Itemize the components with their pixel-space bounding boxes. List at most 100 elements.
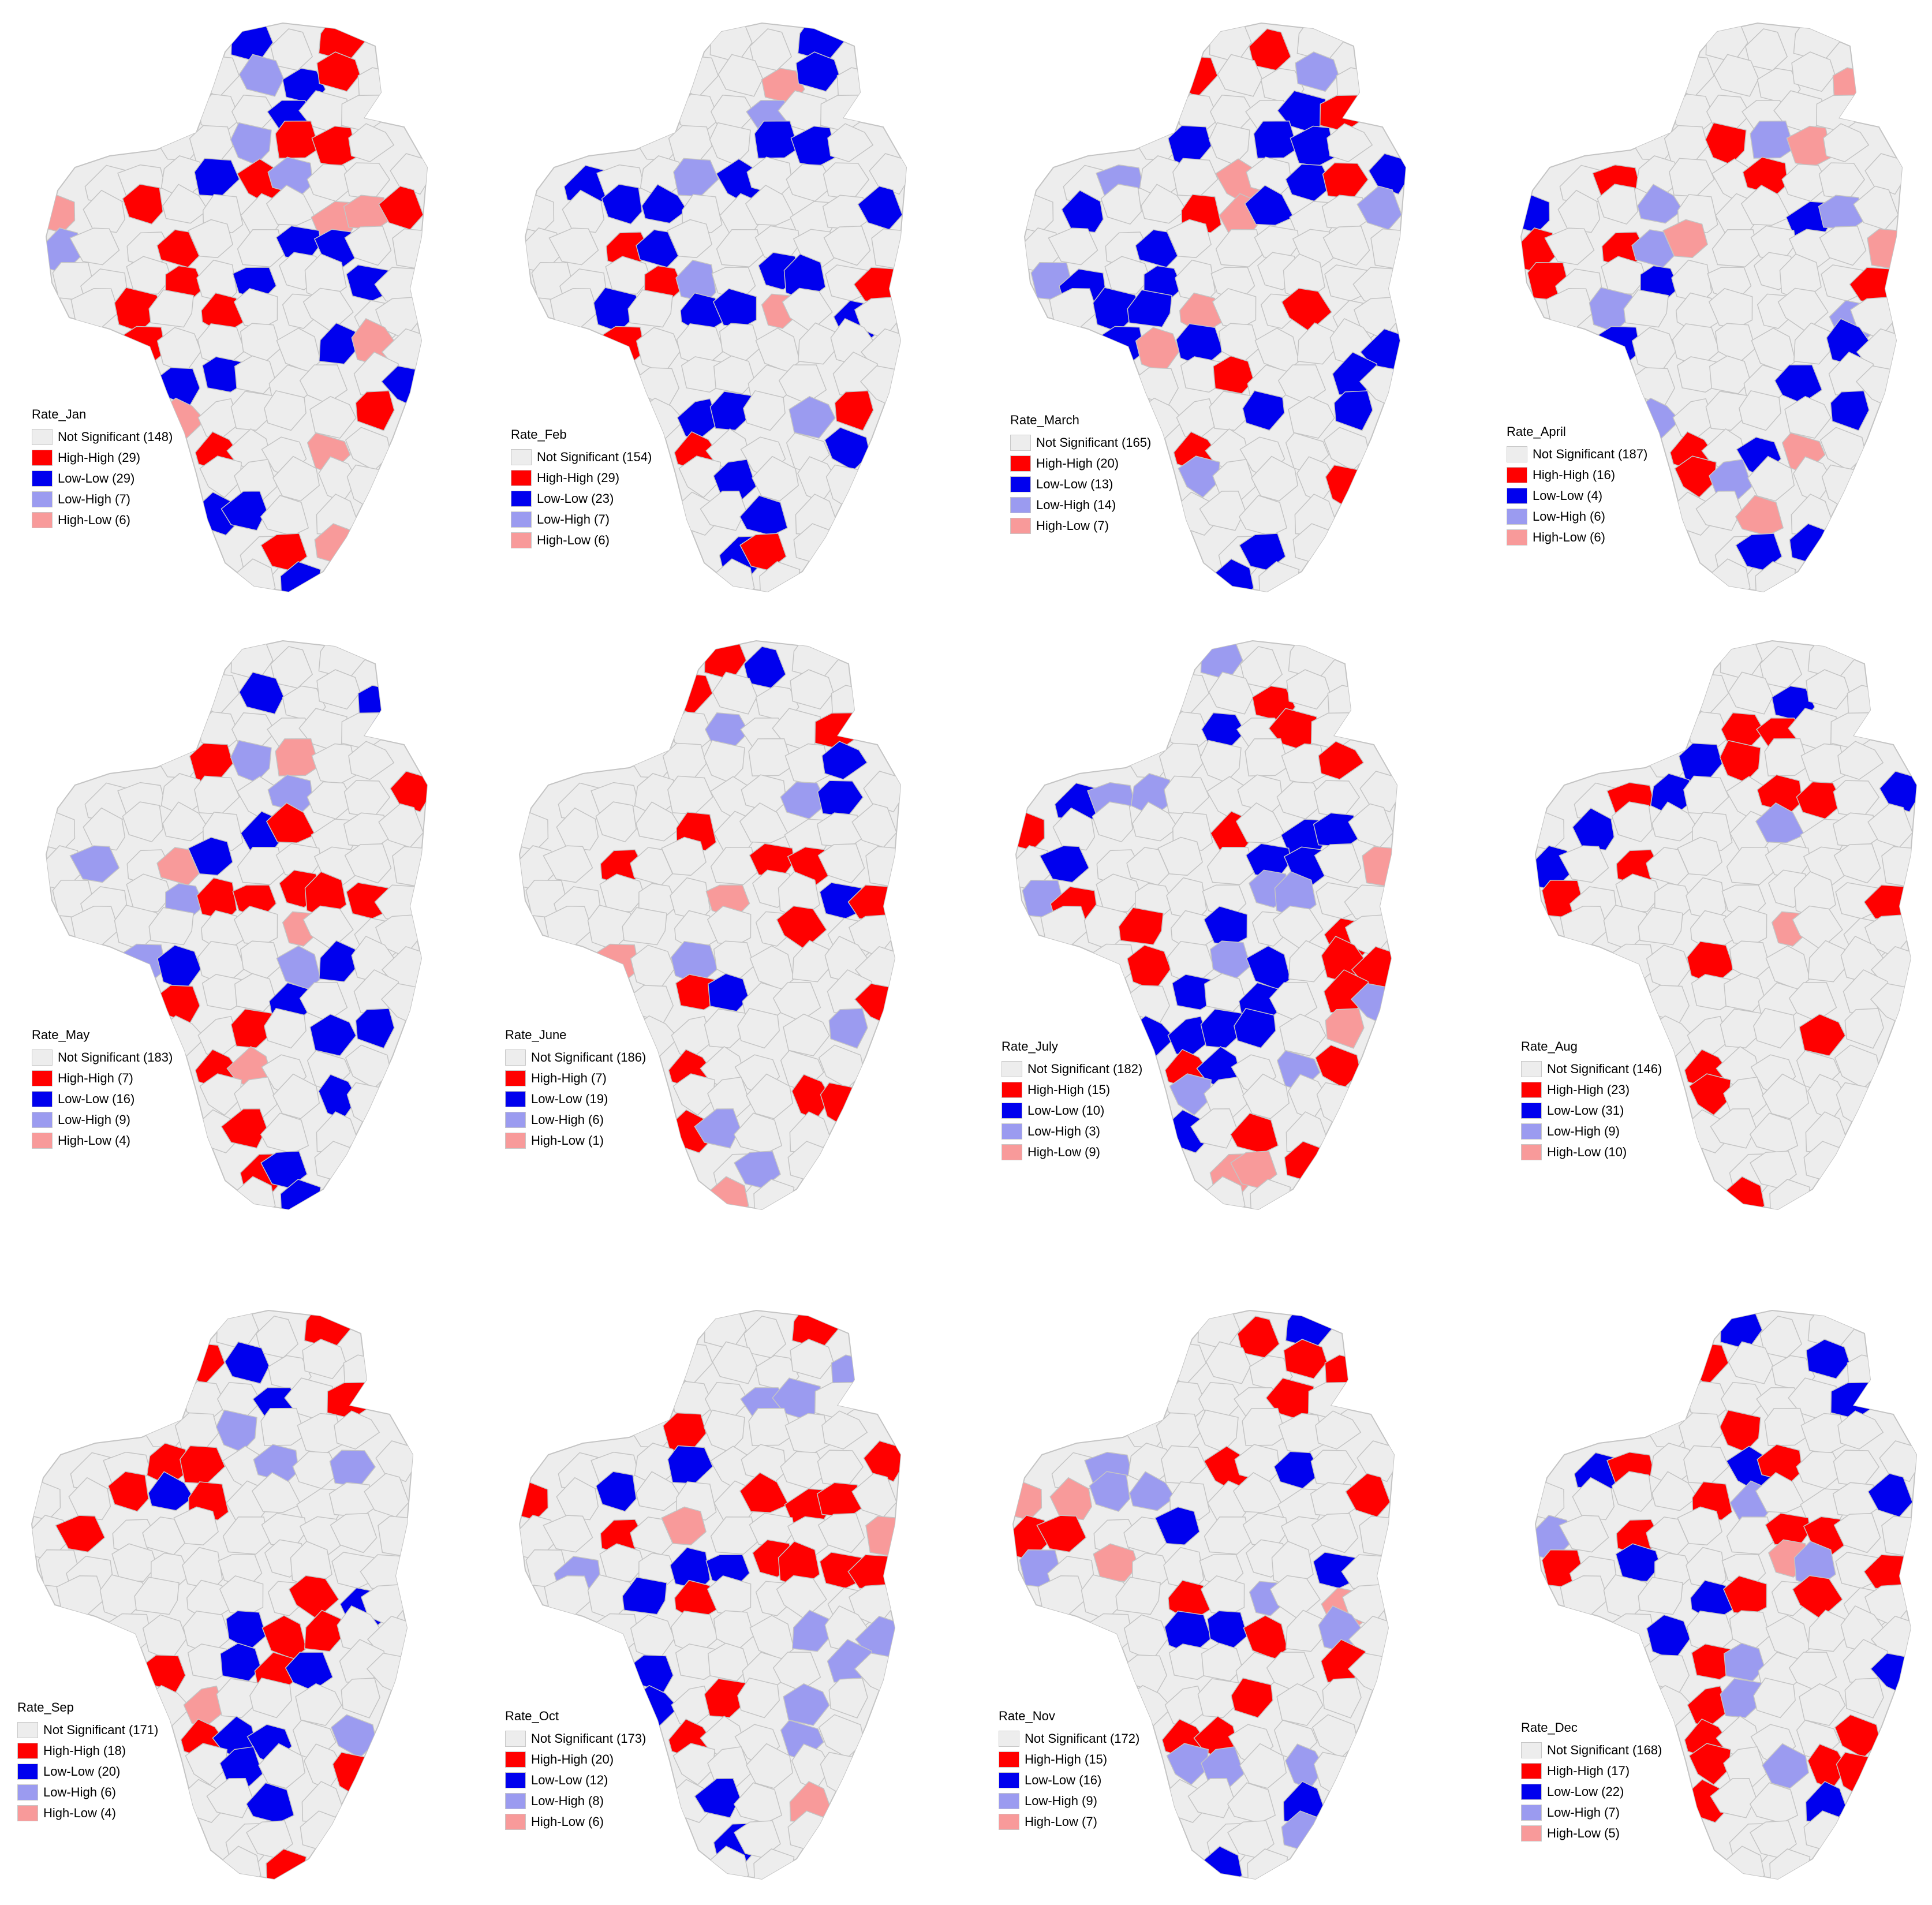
district-low-low [1154, 1506, 1200, 1546]
legend-item-high-low: High-Low (6) [32, 510, 173, 531]
map-panel-rate-april: Rate_April Not Significant (187) High-High… [1498, 17, 1932, 618]
district-not-significant [1311, 1512, 1359, 1553]
district-not-significant [1833, 843, 1881, 884]
legend-swatch [1521, 1144, 1542, 1160]
district-low-low [188, 836, 233, 876]
district-not-significant [1728, 1341, 1774, 1384]
district-not-significant [1235, 802, 1286, 843]
district-not-significant [1739, 390, 1781, 431]
map-panel-rate-jan: Rate_Jan Not Significant (148) High-High (… [23, 17, 485, 618]
legend-label: High-Low (6) [1533, 530, 1605, 544]
district-not-significant [672, 1073, 715, 1116]
district-not-significant [1157, 836, 1203, 876]
district-not-significant [743, 390, 786, 431]
map-legend: Rate_April Not Significant (187) High-High… [1507, 424, 1647, 548]
district-low-low [1253, 120, 1298, 159]
legend-title: Rate_Sep [17, 1700, 74, 1714]
legend-swatch [511, 449, 532, 465]
cluster-map [1023, 22, 1407, 593]
legend-label: Not Significant (173) [531, 1731, 647, 1746]
district-not-significant [1052, 807, 1096, 851]
district-not-significant [1881, 846, 1916, 888]
legend-swatch [1010, 497, 1031, 513]
legend-swatch [511, 491, 532, 507]
district-high-high [1688, 1073, 1731, 1116]
legend-item-high-high: High-High (17) [1521, 1761, 1662, 1781]
district-not-significant [83, 189, 126, 233]
district-high-high [1799, 1013, 1846, 1056]
legend-swatch [1521, 1763, 1542, 1779]
district-high-high [266, 802, 316, 843]
district-not-significant [1755, 561, 1796, 592]
legend-item-not-significant: Not Significant (187) [1507, 444, 1647, 465]
legend-item-low-low: Low-Low (13) [1010, 474, 1151, 495]
district-not-significant [249, 1677, 292, 1719]
district-high-high [1118, 907, 1164, 946]
district-not-significant [148, 289, 194, 328]
map-legend: Rate_June Not Significant (186) High-High … [505, 1028, 646, 1151]
legend-item-high-high: High-High (7) [505, 1068, 646, 1089]
district-not-significant [1677, 1506, 1722, 1546]
district-not-significant [1559, 845, 1609, 883]
legend-swatch [999, 1772, 1019, 1788]
district-low-low [622, 1577, 667, 1615]
district-low-low [280, 1179, 322, 1209]
district-high-high [107, 1471, 150, 1512]
district-not-significant [759, 561, 801, 592]
legend-label: Not Significant (168) [1547, 1743, 1662, 1757]
map-panel-rate-march: Rate_March Not Significant (165) High-High… [1001, 17, 1463, 618]
district-not-significant [661, 836, 707, 876]
legend-item-not-significant: Not Significant (172) [999, 1728, 1139, 1749]
district-not-significant [871, 228, 906, 271]
legend-swatch [505, 1814, 526, 1830]
legend-label: High-High (29) [58, 450, 141, 465]
legend-item-low-low: Low-Low (19) [505, 1089, 646, 1110]
district-not-significant [162, 801, 209, 842]
district-not-significant [185, 1743, 227, 1786]
legend-title: Rate_July [1001, 1039, 1058, 1054]
district-not-significant [251, 1471, 302, 1513]
legend-item-low-low: Low-Low (16) [999, 1770, 1139, 1791]
district-not-significant [222, 1516, 270, 1555]
district-not-significant [1709, 355, 1751, 394]
district-not-significant [264, 390, 307, 431]
district-not-significant [234, 355, 276, 394]
district-not-significant [1764, 1407, 1809, 1446]
legend-item-high-high: High-High (23) [1521, 1080, 1662, 1100]
legend-item-not-significant: Not Significant (186) [505, 1047, 646, 1068]
district-not-significant [1710, 1778, 1757, 1818]
district-not-significant [556, 807, 599, 851]
district-not-significant [1753, 1007, 1796, 1049]
legend-swatch [999, 1751, 1019, 1768]
district-not-significant [1726, 1516, 1774, 1555]
legend-swatch [1001, 1061, 1022, 1077]
legend-label: High-High (15) [1027, 1082, 1111, 1097]
cluster-map [31, 1309, 414, 1880]
district-high-high [834, 390, 874, 431]
district-high-low [1362, 846, 1397, 888]
district-not-significant [737, 1677, 780, 1719]
district-low-low [309, 1013, 357, 1056]
legend-label: High-High (15) [1025, 1752, 1108, 1766]
legend-label: High-High (20) [1036, 456, 1119, 470]
district-not-significant [636, 801, 682, 842]
district-not-significant [737, 1007, 780, 1049]
district-not-significant [1844, 1008, 1884, 1049]
legend-item-low-high: Low-High (8) [505, 1791, 646, 1811]
legend-title: Rate_June [505, 1028, 567, 1042]
district-not-significant [1190, 1108, 1238, 1149]
district-not-significant [739, 802, 790, 843]
district-not-significant [1258, 561, 1300, 592]
district-high-high [1674, 455, 1717, 498]
district-not-significant [295, 1683, 342, 1726]
legend-label: High-High (16) [1533, 468, 1616, 482]
legend-label: High-Low (5) [1547, 1826, 1620, 1840]
map-panel-rate-dec: Rate_Dec Not Significant (168) High-High (… [1512, 1305, 1932, 1905]
district-low-low [238, 671, 285, 715]
legend-swatch [17, 1743, 38, 1759]
legend-item-low-low: Low-Low (16) [32, 1089, 173, 1110]
legend-title: Rate_Nov [999, 1709, 1055, 1723]
legend-label: High-Low (10) [1547, 1145, 1627, 1159]
district-not-significant [543, 1515, 593, 1553]
district-low-low [224, 1341, 270, 1384]
